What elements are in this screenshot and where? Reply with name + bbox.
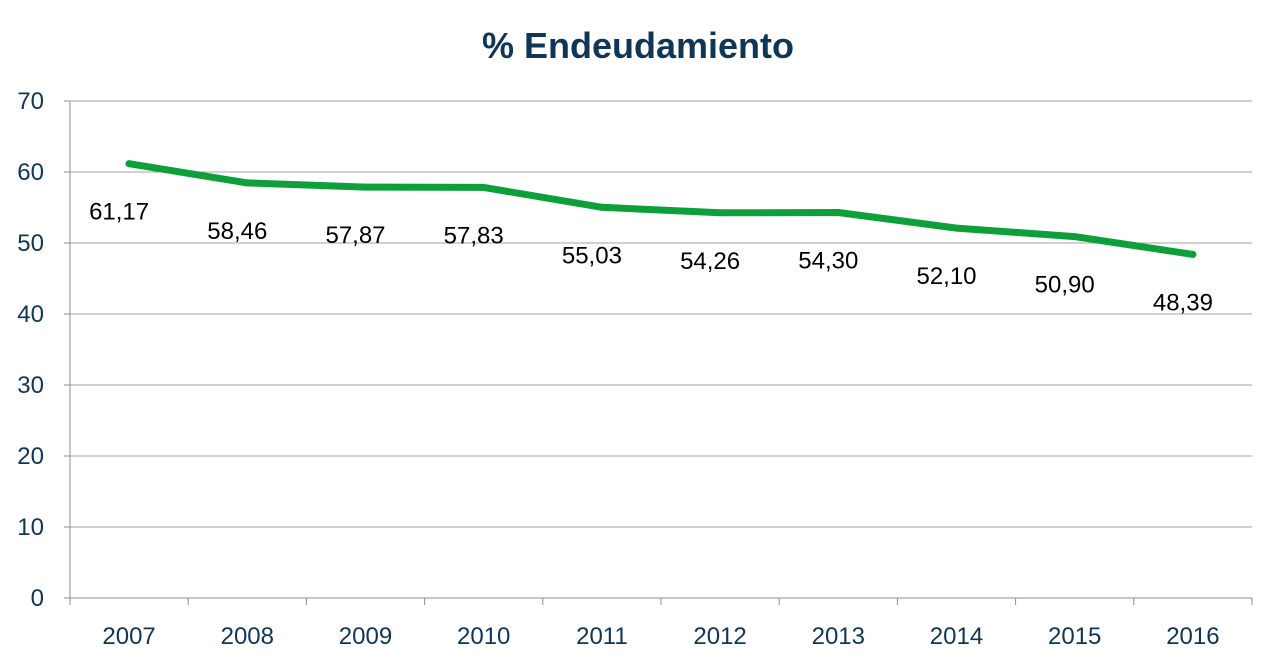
x-tick-label: 2012 (693, 623, 746, 650)
data-label: 54,30 (798, 247, 858, 274)
data-labels: 61,17 58,46 57,87 57,83 55,03 54,26 54,30 52,10… (89, 199, 1213, 317)
x-tick-label: 2008 (221, 623, 274, 650)
data-point (598, 203, 606, 211)
gridlines (70, 100, 1252, 528)
data-label: 57,83 (444, 222, 504, 249)
data-label: 57,87 (325, 222, 385, 249)
data-point (480, 183, 488, 191)
data-point (953, 224, 960, 232)
data-point (716, 209, 724, 217)
y-tick-label: 40 (17, 301, 44, 328)
x-tick-label: 2011 (576, 623, 628, 650)
data-point (125, 160, 133, 168)
x-tick-label: 2007 (102, 623, 155, 650)
axes (64, 100, 1253, 605)
data-label: 50,90 (1035, 272, 1095, 299)
data-point (834, 208, 842, 216)
y-tick-label: 30 (17, 372, 44, 399)
data-point (243, 179, 251, 187)
data-label: 61,17 (89, 199, 149, 226)
y-tick-label: 10 (17, 514, 44, 541)
y-tick-label: 0 (31, 585, 44, 612)
x-tick-label: 2013 (812, 623, 865, 650)
y-tick-label: 60 (17, 159, 44, 186)
data-label: 52,10 (916, 263, 976, 290)
data-label: 58,46 (207, 218, 267, 245)
y-tick-label: 20 (17, 443, 44, 470)
series (125, 160, 1197, 258)
chart-title: % Endeudamiento (482, 25, 794, 66)
y-tick-label: 70 (17, 88, 44, 115)
data-point (1189, 250, 1197, 258)
x-tick-label: 2014 (930, 623, 983, 650)
data-label: 55,03 (562, 242, 622, 269)
y-tick-label: 50 (17, 230, 44, 257)
x-tick-label: 2016 (1166, 623, 1219, 650)
x-tick-label: 2010 (457, 623, 510, 650)
x-tick-labels: 2007 2008 2009 2010 2011 2012 2013 2014 2015 2016 (102, 623, 1219, 650)
x-tick-label: 2015 (1048, 623, 1101, 650)
data-point (1071, 233, 1079, 241)
data-label: 48,39 (1153, 289, 1213, 316)
x-tick-label: 2009 (339, 623, 392, 650)
data-label: 54,26 (680, 248, 740, 275)
series-line (125, 160, 1197, 258)
data-point (362, 183, 369, 191)
y-tick-labels: 0 10 20 30 40 50 60 70 (17, 88, 44, 612)
